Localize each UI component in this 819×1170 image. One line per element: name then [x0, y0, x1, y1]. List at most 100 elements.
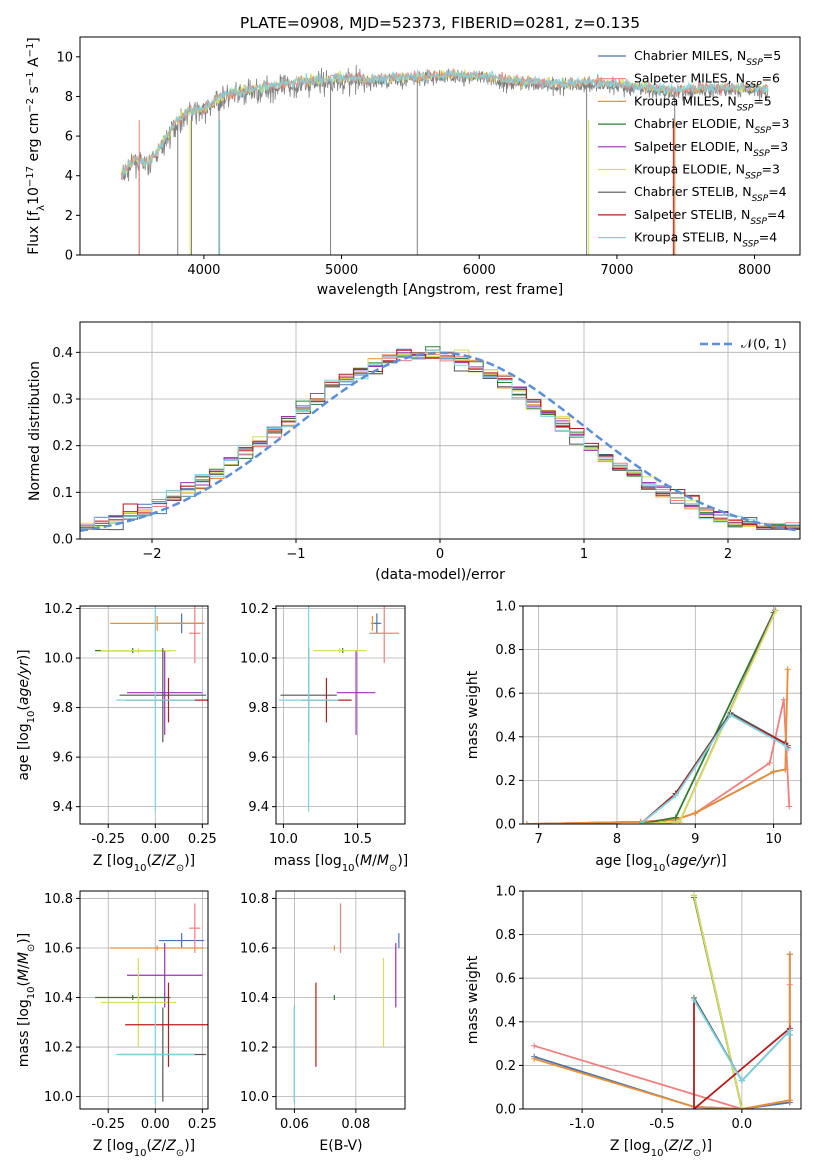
y-tick-label: 10.2: [44, 602, 73, 617]
spectrum-legend: Chabrier MILES, NSSP=5 Salpeter MILES, N S…: [598, 48, 789, 250]
x-axis-label-part: 10: [653, 863, 666, 874]
y-tick-label: 10.0: [44, 652, 73, 667]
y-axis-label: mass weight: [465, 670, 481, 759]
plot-area-residuals: [80, 346, 800, 533]
y-tick-label: 10.6: [44, 941, 73, 956]
x-tick-label: 9: [691, 832, 699, 847]
legend-text: Salpeter MILES, N: [634, 71, 745, 86]
legend-sub: SSP: [750, 217, 767, 227]
x-axis-label: E(B-V): [319, 1138, 362, 1154]
x-axis-label-part: Z: [668, 1138, 679, 1154]
y-tick-label: 0.4: [52, 346, 73, 361]
y-axis-label-part: −1: [25, 71, 36, 86]
y-tick-label: 10.8: [240, 892, 269, 907]
y-axis-label-part: )]: [16, 933, 32, 944]
axes-frame: [79, 605, 209, 825]
y-tick-label: 0.4: [495, 1015, 516, 1030]
y-axis-label-part: erg cm: [26, 113, 42, 166]
weight-line: [526, 669, 789, 824]
x-tick-label: 4000: [187, 263, 220, 278]
x-axis-label: (data-model)/error: [375, 567, 505, 583]
x-axis-label-part: (: [663, 1138, 668, 1154]
y-axis-label: age [log10(age/yr)]: [16, 649, 37, 780]
x-axis-label-part: age [log: [595, 853, 652, 869]
x-tick-label: 1: [580, 547, 588, 562]
y-axis-label-part: /: [16, 964, 32, 969]
residual-histogram-step: [80, 350, 800, 529]
y-tick-label: 10.2: [44, 1041, 73, 1056]
legend-nssp: =4: [767, 207, 785, 222]
y-axis-label-part: −1: [25, 43, 36, 58]
legend-entry: Salpeter STELIB, NSSP=4: [634, 207, 785, 227]
x-axis-label-part: Z: [165, 853, 176, 869]
legend-normal-label: 𝒩(0, 1): [741, 336, 787, 351]
y-tick-label: 0.0: [495, 1103, 516, 1118]
y-axis-label-part: 10: [26, 187, 42, 205]
ticks-age_vs_mass: 10.0 10.5 9.4 9.6 9.8 10.0 10.2: [240, 602, 372, 847]
weight-point: [782, 742, 789, 749]
y-tick-label: 6: [65, 130, 73, 145]
y-tick-label: 4: [65, 169, 73, 184]
y-axis-label-part: (: [16, 705, 32, 710]
weight-point: [692, 810, 699, 817]
x-axis-label-part: )]: [716, 853, 727, 869]
axes-mass_vs_ebv: 0.06 0.08 10.0 10.2 10.4 10.6 10.8: [240, 890, 406, 1132]
legend-nssp: =4: [759, 230, 777, 245]
x-tick-label: 2: [724, 547, 732, 562]
legend-sub: SSP: [752, 194, 769, 204]
x-axis-label: mass [log10(M/M⊙)]: [274, 853, 409, 874]
y-axis-label: Flux [fλ10−17 erg cm−2 s−1 A−1]: [25, 37, 47, 255]
legend-entry: Chabrier STELIB, NSSP=4: [634, 184, 787, 204]
legend-nssp: =5: [753, 93, 771, 108]
y-tick-label: 0.8: [495, 928, 516, 943]
y-axis-label: mass [log10(M/M⊙)]: [16, 933, 37, 1068]
x-axis-label-part: )]: [184, 853, 195, 869]
axes-frame: [275, 890, 406, 1110]
y-tick-label: 9.6: [248, 751, 269, 766]
x-axis-label-part: Z: [151, 1138, 162, 1154]
y-axis-label-part: age/yr: [16, 659, 32, 705]
weight-point: [786, 951, 793, 958]
legend-nssp: =5: [763, 48, 781, 63]
legend-entry: Salpeter ELODIE, NSSP=3: [634, 139, 788, 159]
x-axis-label-part: (: [146, 1138, 151, 1154]
y-tick-label: 1.0: [495, 885, 516, 900]
legend-text: Chabrier STELIB, N: [634, 184, 752, 199]
y-tick-label: 0.2: [495, 1059, 516, 1074]
x-axis-label-part: Z [log: [93, 853, 134, 869]
y-tick-label: 9.4: [248, 800, 269, 815]
legend-sub: SSP: [737, 103, 754, 113]
y-axis-label: mass weight: [465, 955, 481, 1044]
y-axis-label-part: 10: [26, 711, 37, 724]
legend-entry: Chabrier MILES, NSSP=5: [634, 48, 781, 68]
plot-area-mass_vs_Z: [95, 903, 208, 1105]
weight-point: [772, 607, 779, 614]
x-axis-label-part: /: [372, 853, 377, 869]
y-tick-label: 10.2: [240, 1041, 269, 1056]
x-tick-label: 10: [765, 832, 782, 847]
x-tick-label: −1: [286, 547, 305, 562]
figure-title: PLATE=0908, MJD=52373, FIBERID=0281, z=0…: [240, 14, 640, 32]
legend-nssp: =3: [762, 162, 780, 177]
y-axis-label-part: s: [26, 86, 42, 98]
legend-nssp: =3: [770, 139, 788, 154]
plot-area-age_vs_Z: [95, 606, 208, 812]
weight-point: [784, 746, 791, 753]
y-tick-label: 10.0: [240, 1090, 269, 1105]
weight-point: [531, 1042, 538, 1049]
weight-line: [640, 610, 777, 824]
x-tick-label: 0.0: [732, 1117, 753, 1132]
plot-area-age_vs_mass: [278, 606, 400, 812]
x-axis-label-part: 10: [134, 1148, 147, 1159]
legend-text: Salpeter ELODIE, N: [634, 139, 753, 154]
y-axis-label-part: (: [16, 981, 32, 986]
x-axis-label-part: M: [377, 853, 389, 869]
ticks-spectrum: 4000 5000 6000 7000 8000 0 2 4 6 8 10: [56, 50, 771, 278]
x-axis-label: Z [log10(Z/Z⊙)]: [610, 1138, 712, 1159]
x-tick-label: 0: [436, 547, 444, 562]
y-axis-label: Normed distribution: [27, 361, 43, 501]
y-axis-label-part: ]: [26, 37, 42, 42]
legend-nssp: =3: [771, 116, 789, 131]
x-axis-label-part: Z: [151, 853, 162, 869]
weight-point: [690, 892, 697, 899]
